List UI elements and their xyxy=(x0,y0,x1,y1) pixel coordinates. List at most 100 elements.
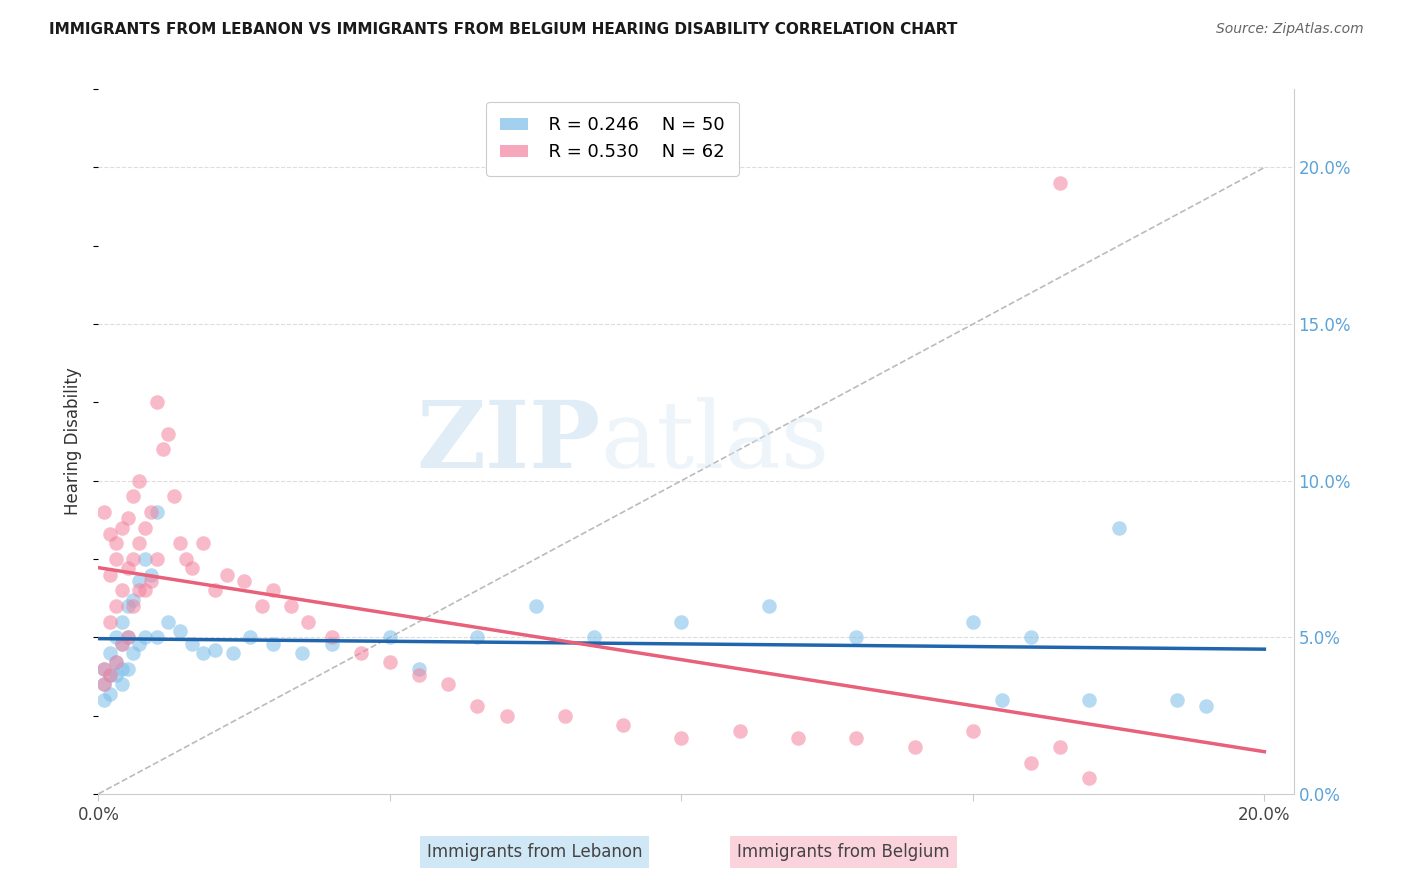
Point xyxy=(122,592,145,607)
Point xyxy=(134,583,156,598)
Point xyxy=(145,552,167,566)
Point xyxy=(93,677,115,691)
Point xyxy=(233,574,256,588)
Point xyxy=(193,646,215,660)
Point xyxy=(111,521,134,535)
Point xyxy=(104,552,127,566)
Point xyxy=(117,630,139,644)
Point xyxy=(787,731,810,745)
Point xyxy=(262,583,284,598)
Point xyxy=(612,718,634,732)
Point xyxy=(104,599,127,613)
Point xyxy=(204,583,226,598)
Text: IMMIGRANTS FROM LEBANON VS IMMIGRANTS FROM BELGIUM HEARING DISABILITY CORRELATIO: IMMIGRANTS FROM LEBANON VS IMMIGRANTS FR… xyxy=(49,22,957,37)
Point xyxy=(758,599,780,613)
Point xyxy=(98,668,121,682)
Point xyxy=(169,536,191,550)
Point xyxy=(962,615,984,629)
Point xyxy=(215,567,238,582)
Y-axis label: Hearing Disability: Hearing Disability xyxy=(65,368,83,516)
Point xyxy=(378,656,401,670)
Point xyxy=(408,662,430,676)
Point xyxy=(291,646,314,660)
Point xyxy=(104,668,127,682)
Point xyxy=(134,521,156,535)
Point xyxy=(117,561,139,575)
Point xyxy=(111,677,134,691)
Point xyxy=(991,693,1014,707)
Text: Immigrants from Lebanon: Immigrants from Lebanon xyxy=(426,843,643,861)
Point xyxy=(104,656,127,670)
Point xyxy=(128,583,150,598)
Point xyxy=(321,630,343,644)
Point xyxy=(962,724,984,739)
Point xyxy=(104,656,127,670)
Point xyxy=(128,474,150,488)
Point xyxy=(139,505,162,519)
Point xyxy=(180,636,202,650)
Point xyxy=(1019,756,1042,770)
Point xyxy=(152,442,174,457)
Point xyxy=(495,708,517,723)
Text: Immigrants from Belgium: Immigrants from Belgium xyxy=(737,843,950,861)
Point xyxy=(134,552,156,566)
Point xyxy=(321,636,343,650)
Point xyxy=(280,599,302,613)
Point xyxy=(903,739,925,754)
Text: Source: ZipAtlas.com: Source: ZipAtlas.com xyxy=(1216,22,1364,37)
Point xyxy=(180,561,202,575)
Point xyxy=(93,662,115,676)
Text: ZIP: ZIP xyxy=(416,397,600,486)
Point xyxy=(174,552,197,566)
Point xyxy=(169,624,191,638)
Text: atlas: atlas xyxy=(600,397,830,486)
Point xyxy=(524,599,547,613)
Point xyxy=(845,731,868,745)
Point xyxy=(128,636,150,650)
Point xyxy=(117,599,139,613)
Point xyxy=(671,731,693,745)
Point xyxy=(467,699,489,714)
Point xyxy=(111,636,134,650)
Point xyxy=(93,677,115,691)
Point xyxy=(350,646,373,660)
Point xyxy=(111,583,134,598)
Point xyxy=(93,693,115,707)
Point xyxy=(845,630,868,644)
Point xyxy=(98,567,121,582)
Point xyxy=(139,567,162,582)
Point xyxy=(1195,699,1218,714)
Point xyxy=(157,615,180,629)
Point xyxy=(262,636,284,650)
Point xyxy=(117,630,139,644)
Point xyxy=(104,536,127,550)
Point xyxy=(297,615,319,629)
Legend:   R = 0.246    N = 50,   R = 0.530    N = 62: R = 0.246 N = 50, R = 0.530 N = 62 xyxy=(486,102,738,176)
Point xyxy=(93,662,115,676)
Point xyxy=(134,630,156,644)
Point xyxy=(437,677,460,691)
Point xyxy=(93,505,115,519)
Point xyxy=(378,630,401,644)
Point xyxy=(239,630,262,644)
Point xyxy=(104,630,127,644)
Point xyxy=(128,536,150,550)
Point xyxy=(1166,693,1188,707)
Point xyxy=(467,630,489,644)
Point xyxy=(157,426,180,441)
Point xyxy=(122,552,145,566)
Point xyxy=(145,505,167,519)
Point xyxy=(1019,630,1042,644)
Point xyxy=(139,574,162,588)
Point xyxy=(128,574,150,588)
Point xyxy=(98,646,121,660)
Point xyxy=(408,668,430,682)
Point xyxy=(98,615,121,629)
Point xyxy=(122,489,145,503)
Point xyxy=(117,511,139,525)
Point xyxy=(117,662,139,676)
Point xyxy=(671,615,693,629)
Point xyxy=(1049,176,1071,190)
Point xyxy=(122,646,145,660)
Point xyxy=(250,599,273,613)
